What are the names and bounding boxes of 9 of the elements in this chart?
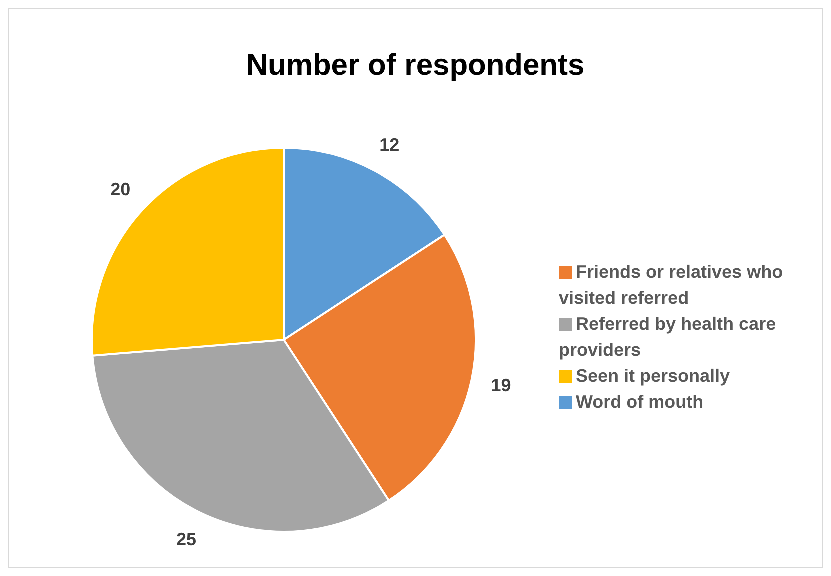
data-label: 25: [176, 529, 197, 550]
legend-label: Word of mouth: [576, 392, 704, 412]
data-label: 20: [110, 180, 131, 200]
legend-label: Friends or relatives who visited referred: [559, 262, 784, 308]
legend-label: Referred by health care providers: [559, 314, 776, 360]
data-label: 19: [491, 376, 512, 396]
chart-title: Number of respondents: [245, 49, 586, 83]
legend-label: Seen it personally: [576, 366, 730, 386]
data-label: 12: [380, 134, 400, 155]
